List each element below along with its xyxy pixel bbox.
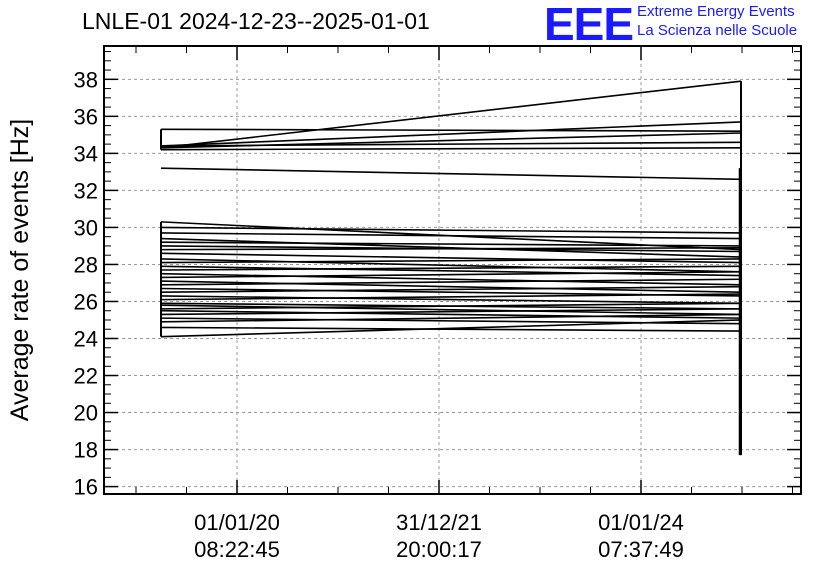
series-line	[160, 302, 742, 310]
series-line	[160, 265, 742, 271]
series-line	[160, 271, 742, 279]
series-line	[160, 326, 742, 332]
x-tick-label-date: 31/12/21	[396, 510, 482, 535]
series-line	[160, 258, 742, 273]
series-line	[160, 246, 742, 251]
chart-title: LNLE-01 2024-12-23--2025-01-01	[82, 8, 430, 34]
x-tick-label-date: 01/01/24	[598, 510, 684, 535]
logo-caption: Extreme Energy Events La Scienza nelle S…	[637, 2, 797, 40]
series-line	[160, 265, 742, 277]
series-line	[160, 285, 742, 294]
y-tick-label: 36	[74, 104, 98, 129]
series-line	[160, 141, 742, 147]
y-tick-label: 32	[74, 178, 98, 203]
series-line	[160, 147, 742, 151]
y-tick-label: 16	[74, 475, 98, 500]
x-tick-label-time: 08:22:45	[194, 537, 280, 562]
series-line	[160, 295, 742, 305]
series-line	[160, 226, 742, 234]
data-series	[160, 80, 742, 456]
y-axis-label: Average rate of events [Hz]	[6, 119, 34, 421]
logo-caption-line1: Extreme Energy Events	[637, 3, 795, 20]
series-line	[160, 237, 742, 258]
y-tick-label: 28	[74, 252, 98, 277]
series-line	[160, 272, 742, 286]
y-tick-label: 20	[74, 401, 98, 426]
series-line	[160, 258, 742, 264]
series-line	[160, 121, 742, 147]
y-tick-label: 18	[74, 438, 98, 463]
series-line	[160, 252, 742, 264]
y-tick-labels: 16 18 20 22 24 26 28 30 32 34 36 38	[74, 67, 98, 499]
y-tick-label: 30	[74, 215, 98, 240]
series-line	[160, 278, 742, 286]
series-line	[160, 293, 742, 301]
series-line	[160, 280, 742, 294]
y-tick-label: 26	[74, 289, 98, 314]
plot-frame	[103, 45, 802, 495]
series-line	[160, 241, 742, 247]
x-tick-label-time: 07:37:49	[598, 537, 684, 562]
series-line	[160, 308, 742, 316]
grid-lines	[104, 46, 801, 494]
series-line	[160, 304, 742, 316]
x-tick-label-time: 20:00:17	[396, 537, 482, 562]
logo-caption-line2: La Scienza nelle Scuole	[637, 22, 798, 39]
series-line	[160, 313, 742, 323]
series-line	[160, 128, 742, 132]
y-tick-label: 38	[74, 67, 98, 92]
eee-logo: EEE	[544, 0, 634, 50]
axis-ticks	[104, 46, 801, 494]
x-tick-label-date: 01/01/20	[194, 510, 280, 535]
series-line	[160, 319, 742, 338]
series-line	[160, 309, 742, 319]
y-tick-label: 34	[74, 141, 98, 166]
series-line	[160, 167, 742, 181]
series-line	[160, 80, 742, 149]
series-line	[160, 232, 742, 240]
y-tick-label: 22	[74, 364, 98, 389]
y-tick-label: 24	[74, 326, 98, 351]
